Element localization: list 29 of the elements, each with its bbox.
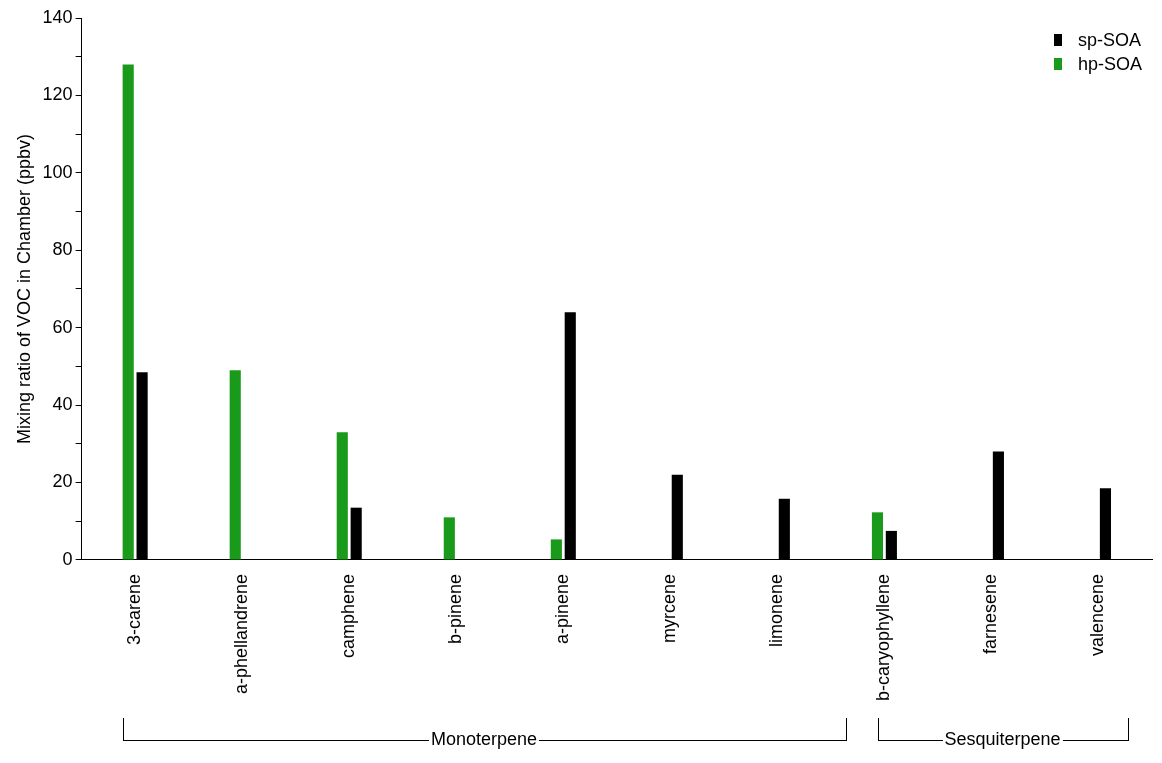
legend-label: sp-SOA	[1077, 30, 1141, 50]
x-tick-label: a-pinene	[552, 573, 573, 644]
y-tick-label: 80	[52, 239, 73, 260]
legend-label: hp-SOA	[1077, 54, 1142, 74]
bar	[550, 539, 562, 560]
bar	[336, 432, 348, 560]
y-axis-title: Mixing ratio of VOC in Chamber (ppbv)	[13, 133, 34, 445]
x-tick-label: myrcene	[659, 573, 680, 643]
text: Monoterpene	[428, 729, 540, 750]
y-tick-label: 0	[62, 548, 73, 569]
y-tick-label: 60	[52, 316, 73, 337]
bar	[122, 64, 134, 560]
x-tick-label: farnesene	[980, 573, 1001, 654]
y-tick-label: 120	[42, 84, 73, 105]
y-tick-label: 40	[52, 394, 73, 415]
y-tick-label: 140	[42, 6, 73, 27]
y-tick-label: 20	[52, 471, 73, 492]
x-tick-label: 3-carene	[124, 573, 145, 645]
x-tick-label: valencene	[1087, 573, 1108, 657]
bar	[871, 512, 884, 560]
x-tick-label: b-pinene	[445, 573, 466, 644]
bar	[229, 370, 241, 560]
x-tick-label: a-phellandrene	[231, 573, 252, 695]
x-tick-label: limonene	[766, 573, 787, 647]
x-tick-label: camphene	[338, 573, 359, 658]
y-tick-label: 100	[42, 161, 73, 182]
bar	[443, 517, 455, 560]
x-tick-label: b-caryophyllene	[873, 573, 894, 702]
text: Sesquiterpene	[942, 729, 1063, 750]
